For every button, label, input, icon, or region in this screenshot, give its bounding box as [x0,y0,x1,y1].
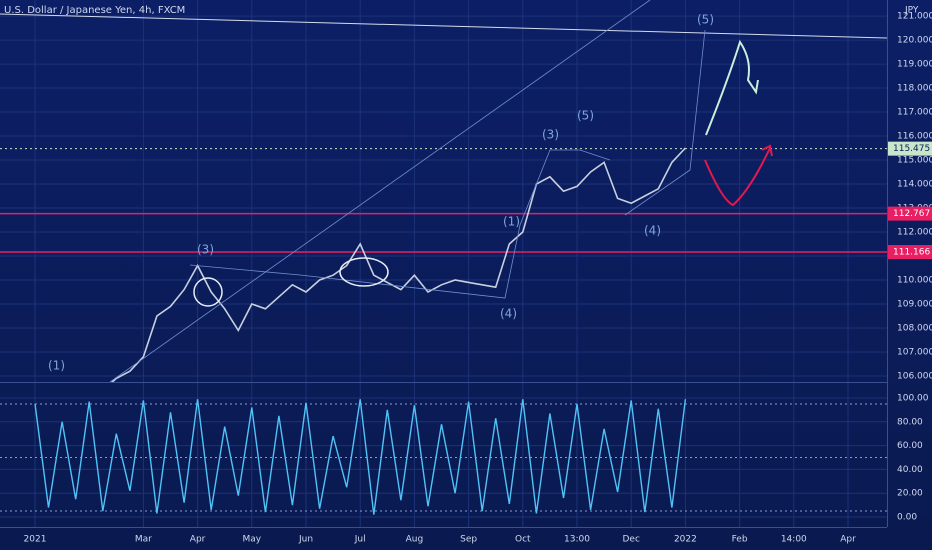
price-label: 111.166 [893,248,930,258]
arrow-up [705,39,759,136]
y-tick-label: 114.000 [897,180,932,190]
x-tick-label: 14:00 [781,535,807,545]
trend-line [109,0,651,383]
y-tick-label: 0.00 [897,513,917,523]
x-tick-label: Mar [135,535,152,545]
price-label-bg [888,141,932,156]
y-tick-label: 60.00 [897,441,923,451]
price-line [111,147,686,382]
circle [339,257,389,287]
wave-label: (5) [577,109,594,123]
y-tick-label: 80.00 [897,417,923,427]
price-line [34,399,687,515]
circle [193,277,223,307]
x-tick-label: Apr [840,535,856,545]
x-tick-label: Aug [406,535,424,545]
wave-label: (4) [644,224,661,238]
wave-label: (4) [500,307,517,321]
wave-line [189,149,611,299]
annotations: (1) (3) (4) (1) (3) (5) (4) (5) [48,13,714,373]
y-tick-label: 112.000 [897,228,932,238]
y-tick-label: 118.000 [897,84,932,94]
trend-line [0,13,888,39]
price-label: 112.767 [893,209,930,219]
price-label: 115.475 [893,144,930,154]
wave-line [624,29,706,216]
y-tick-label: 116.000 [897,132,932,142]
currency: JPY [904,6,919,16]
y-tick-label: 121.000 [897,12,932,22]
y-tick-label: 115.000 [897,156,932,166]
axes: 2021 Mar Apr May Jun Jul Aug Sep Oct 13:00 Dec 2022… [24,12,932,545]
x-tick-label: Sep [460,535,477,545]
wave-label: (5) [697,13,714,27]
y-tick-label: 120.000 [897,36,932,46]
y-tick-label: 109.000 [897,300,932,310]
arrow-down [704,144,773,207]
y-tick-label: 100.00 [897,393,929,403]
chart-title: U.S. Dollar / Japanese Yen, 4h, FXCM [4,5,185,16]
price-label-bg [888,206,932,221]
drawings [0,0,888,528]
x-tick-label: May [242,535,261,545]
y-tick-label: 108.000 [897,324,932,334]
x-tick-label: Oct [515,535,531,545]
wave-label: (1) [48,359,65,373]
x-tick-label: Feb [732,535,748,545]
price-label-bg [888,245,932,260]
y-tick-label: 119.000 [897,60,932,70]
x-tick-label: 2021 [24,535,47,545]
y-tick-label: 107.000 [897,348,932,358]
x-tick-label: Jul [354,535,366,545]
wave-label: (1) [503,215,520,229]
grid [0,0,887,527]
x-tick-label: Apr [190,535,206,545]
marks [0,147,887,515]
x-tick-label: 2022 [674,535,697,545]
wave-label: (3) [542,128,559,142]
y-tick-label: 20.00 [897,489,923,499]
y-tick-label: 110.000 [897,276,932,286]
x-tick-label: Jun [298,535,313,545]
y-tick-label: 117.000 [897,108,932,118]
x-tick-label: Dec [622,535,639,545]
wave-label: (3) [197,243,214,257]
x-tick-label: 13:00 [564,535,590,545]
y-tick-label: 106.000 [897,372,932,382]
y-tick-label: 40.00 [897,465,923,475]
